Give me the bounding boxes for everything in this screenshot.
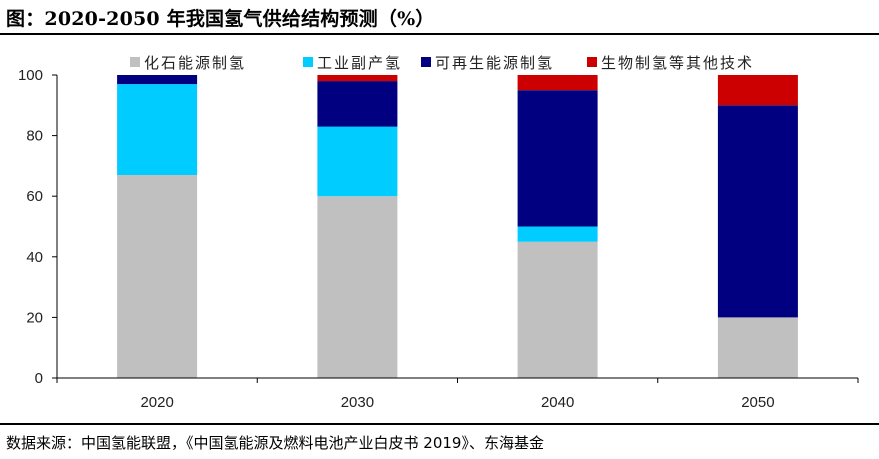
bar-segment-2030-series-2 (317, 81, 398, 127)
legend-label-3: 生物制氢等其他技术 (601, 54, 754, 72)
legend-label-0: 化石能源制氢 (144, 54, 246, 72)
source-note: 数据来源：中国氢能联盟，《中国氢能源及燃料电池产业白皮书 2019》、东海基金 (6, 434, 544, 452)
x-tick-label: 2030 (341, 394, 374, 411)
y-tick-label: 20 (26, 309, 43, 326)
y-tick-label: 80 (26, 128, 43, 145)
bar-segment-2050-series-3 (717, 75, 798, 106)
bar-segment-2030-series-1 (317, 126, 398, 197)
x-tick-label: 2050 (741, 394, 774, 411)
x-tick-label: 2020 (140, 394, 173, 411)
x-tick-label: 2040 (541, 394, 574, 411)
y-tick-label: 40 (26, 249, 43, 266)
legend-swatch-0 (130, 57, 140, 67)
legend-label-2: 可再生能源制氢 (435, 54, 554, 72)
bar-segment-2050-series-0 (717, 317, 798, 378)
source-divider (0, 423, 879, 425)
title-divider (0, 33, 879, 35)
bar-segment-2020-series-1 (117, 84, 198, 175)
legend-swatch-1 (303, 57, 313, 67)
legend-label-1: 工业副产氢 (317, 54, 402, 72)
bar-segment-2030-series-0 (317, 196, 398, 378)
legend-swatch-3 (587, 57, 597, 67)
y-tick-label: 100 (18, 67, 43, 84)
bar-segment-2020-series-2 (117, 75, 198, 85)
bar-segment-2030-series-3 (317, 75, 398, 82)
stacked-bar-chart: 化石能源制氢 工业副产氢 可再生能源制氢 生物制氢等其他技术 020406080100… (18, 54, 859, 411)
bar-segment-2040-series-3 (517, 75, 598, 91)
bar-segment-2040-series-1 (517, 226, 598, 242)
legend-swatch-2 (421, 57, 431, 67)
bar-segment-2040-series-0 (517, 241, 598, 378)
y-tick-label: 60 (26, 188, 43, 205)
bar-segment-2020-series-0 (117, 175, 198, 378)
y-tick-label: 0 (35, 370, 43, 387)
bars-group (117, 75, 798, 378)
bar-segment-2050-series-2 (717, 105, 798, 318)
bar-segment-2040-series-2 (517, 90, 598, 227)
figure-title: 图：2020-2050 年我国氢气供给结构预测（%） (6, 8, 435, 30)
chart-legend: 化石能源制氢 工业副产氢 可再生能源制氢 生物制氢等其他技术 (130, 54, 754, 72)
